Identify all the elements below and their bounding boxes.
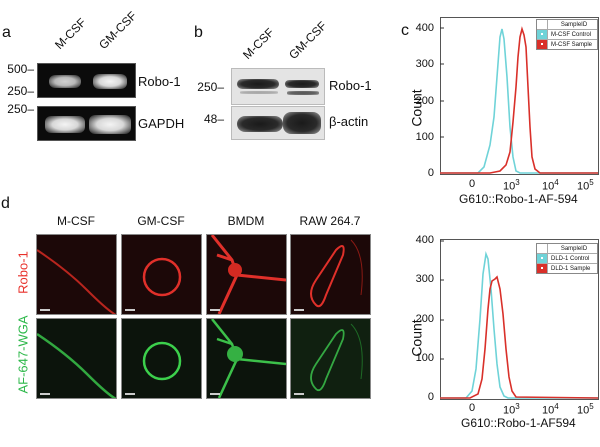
blot-label-bactin: β-actin [329,114,369,129]
mcsf-control-curve [440,28,598,174]
panel-a-lane-gmcsf: GM-CSF [96,8,140,52]
chart2-legend: SampleID DLD-1 Control DLD-1 Sample [536,243,598,274]
dld1-sample-curve [440,275,599,399]
micrograph-wga-gmcsf [121,318,202,399]
legend-label-control: M-CSF Control [551,31,592,38]
chart1-ytick-200: 200 [415,95,434,107]
scale-bar [210,393,220,395]
mw-marker-250-wb: 250 [194,80,224,94]
legend-label-control-2: DLD-1 Control [551,255,590,262]
chart2-ytick-0: 0 [427,391,434,403]
scale-bar [40,393,50,395]
chart2-ytick-200: 200 [415,313,434,325]
row-head-wga: AF-647-WGA [15,315,31,394]
col-head-mcsf: M-CSF [57,214,95,228]
chart2-xtick-1e3: 103 [503,402,520,417]
scale-bar [125,393,135,395]
gel-robo1 [37,63,136,98]
scale-bar [125,309,135,311]
micrograph-robo1-bmdm [206,234,287,315]
legend-label-sample: M-CSF Sample [551,41,593,48]
chart2-xtick-0: 0 [469,402,476,414]
chart2-xlabel: G610::Robo-1-AF594 [461,416,576,430]
gel-gapdh [37,106,136,141]
micrograph-robo1-raw [290,234,371,315]
micrograph-wga-raw [290,318,371,399]
mw-marker-500: 500 [4,62,34,76]
western-blot-robo1 [231,68,325,105]
scale-bar [294,393,304,395]
legend-title-2: SampleID [560,245,588,252]
col-head-raw: RAW 264.7 [299,214,361,228]
legend-swatch-control [537,30,548,39]
panel-b-letter: b [194,24,203,41]
micrograph-robo1-gmcsf [121,234,202,315]
legend-swatch-sample-2 [537,264,548,273]
chart1-ytick-300: 300 [415,58,434,70]
micrograph-wga-bmdm [206,318,287,399]
western-blot-bactin [231,106,325,140]
chart1-ytick-400: 400 [415,22,434,34]
scale-bar [210,309,220,311]
panel-b-lane-gmcsf: GM-CSF [286,18,330,62]
row-head-robo1: Robo-1 [15,251,31,294]
chart1-xtick-1e4: 104 [542,178,559,193]
micrograph-wga-mcsf [36,318,117,399]
chart1-xlabel: G610::Robo-1-AF-594 [459,192,578,206]
legend-swatch-control-2 [537,254,548,263]
chart1-ytick-100: 100 [415,131,434,143]
col-head-gmcsf: GM-CSF [137,214,185,228]
micrograph-robo1-mcsf [36,234,117,315]
mw-marker-250: 250 [4,84,34,98]
blot-label-gapdh: GAPDH [138,116,185,131]
chart2-xtick-1e5: 105 [577,402,594,417]
chart1-ytick-0: 0 [427,167,434,179]
scale-bar [294,309,304,311]
legend-swatch-sample [537,40,548,49]
panel-c-letter: c [401,22,409,39]
chart2-ytick-300: 300 [415,273,434,285]
mw-marker-48-wb: 48 [194,112,224,126]
panel-a-lane-mcsf: M-CSF [52,15,89,53]
chart2-ytick-400: 400 [415,234,434,246]
scale-bar [40,309,50,311]
col-head-bmdm: BMDM [227,214,265,228]
chart1-legend: SampleID M-CSF Control M-CSF Sample [536,19,598,50]
chart1-xtick-1e5: 105 [577,178,594,193]
legend-title: SampleID [560,21,588,28]
legend-label-sample-2: DLD-1 Sample [551,265,591,272]
panel-b-lane-mcsf: M-CSF [240,25,277,63]
chart1-xtick-1e3: 103 [503,178,520,193]
chart1-xtick-0: 0 [469,178,476,190]
dld1-control-curve [440,250,598,399]
panel-d-letter: d [1,195,10,212]
mw-marker-250b: 250 [4,102,34,116]
chart2-xtick-1e4: 104 [542,402,559,417]
mcsf-sample-curve [440,26,598,174]
blot-label-robo1-wb: Robo-1 [329,78,372,93]
chart2-ytick-100: 100 [415,352,434,364]
panel-a-letter: a [2,24,11,41]
blot-label-robo1: Robo-1 [138,74,181,89]
